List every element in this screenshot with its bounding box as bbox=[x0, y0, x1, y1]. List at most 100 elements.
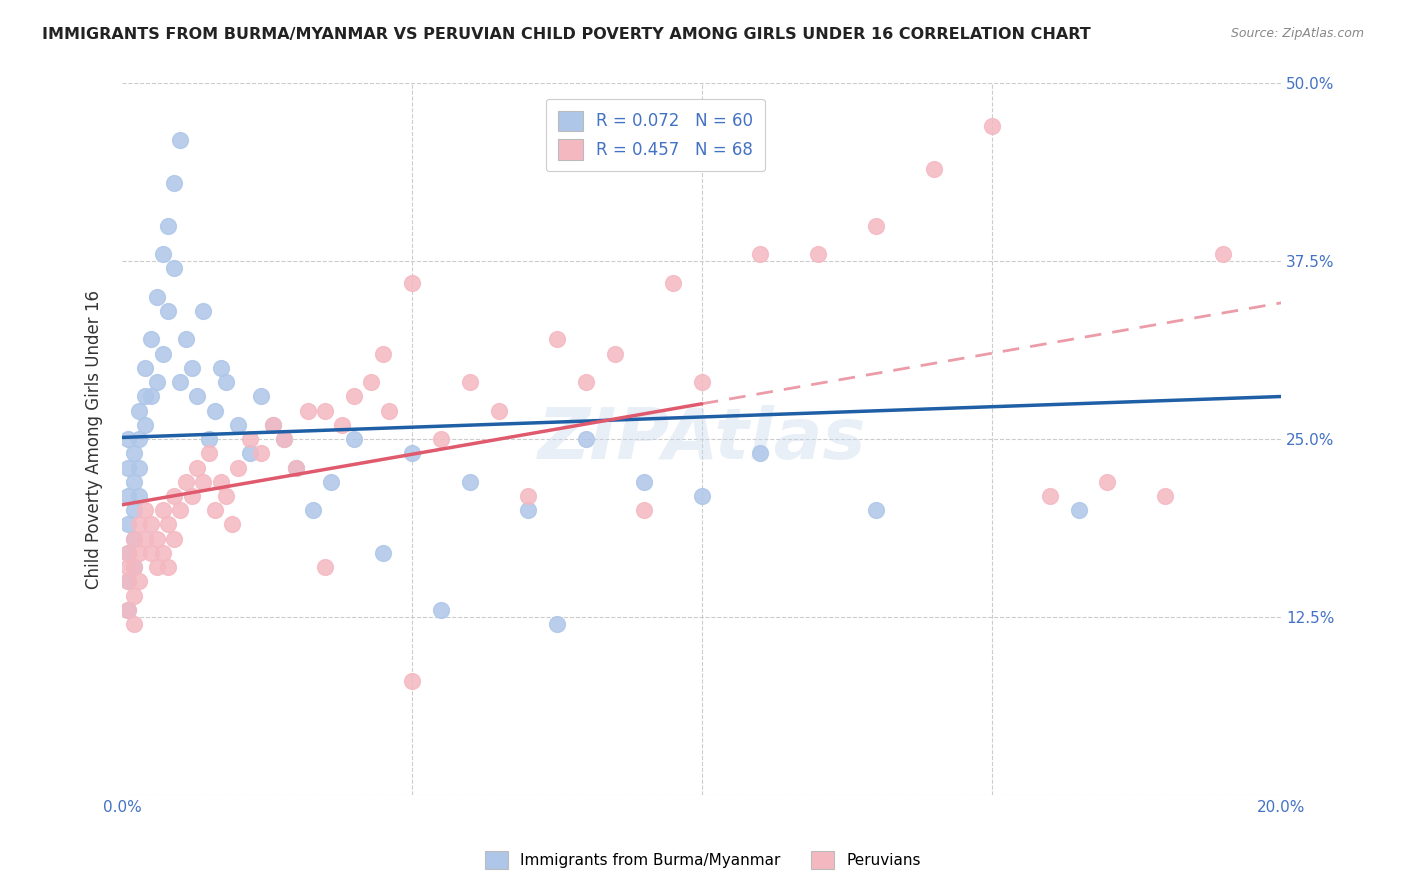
Point bbox=[401, 446, 423, 460]
Point bbox=[134, 503, 156, 517]
Point bbox=[865, 219, 887, 233]
Point bbox=[633, 503, 655, 517]
Point bbox=[209, 360, 232, 375]
Text: Source: ZipAtlas.com: Source: ZipAtlas.com bbox=[1230, 27, 1364, 40]
Point bbox=[117, 546, 139, 560]
Point bbox=[546, 617, 568, 632]
Point bbox=[516, 503, 538, 517]
Point bbox=[748, 446, 770, 460]
Point bbox=[163, 532, 186, 546]
Point bbox=[169, 133, 191, 147]
Point bbox=[157, 304, 180, 318]
Point bbox=[122, 475, 145, 489]
Point bbox=[865, 503, 887, 517]
Point bbox=[250, 389, 273, 403]
Point bbox=[117, 574, 139, 589]
Point bbox=[273, 432, 295, 446]
Point bbox=[980, 119, 1002, 133]
Point bbox=[297, 403, 319, 417]
Point bbox=[122, 503, 145, 517]
Point bbox=[488, 403, 510, 417]
Point bbox=[314, 403, 336, 417]
Point bbox=[198, 432, 221, 446]
Point bbox=[516, 489, 538, 503]
Point bbox=[226, 417, 249, 432]
Point bbox=[302, 503, 325, 517]
Point bbox=[186, 460, 208, 475]
Point bbox=[157, 517, 180, 532]
Point bbox=[174, 333, 197, 347]
Point bbox=[1067, 503, 1090, 517]
Text: IMMIGRANTS FROM BURMA/MYANMAR VS PERUVIAN CHILD POVERTY AMONG GIRLS UNDER 16 COR: IMMIGRANTS FROM BURMA/MYANMAR VS PERUVIA… bbox=[42, 27, 1091, 42]
Point bbox=[117, 560, 139, 574]
Point bbox=[134, 417, 156, 432]
Point bbox=[128, 489, 150, 503]
Point bbox=[239, 446, 262, 460]
Point bbox=[122, 532, 145, 546]
Point bbox=[193, 304, 215, 318]
Point bbox=[371, 347, 394, 361]
Point bbox=[146, 560, 169, 574]
Point bbox=[128, 546, 150, 560]
Point bbox=[1038, 489, 1060, 503]
Point bbox=[690, 489, 713, 503]
Point bbox=[134, 389, 156, 403]
Point bbox=[146, 375, 169, 389]
Point bbox=[343, 389, 366, 403]
Point bbox=[134, 360, 156, 375]
Point bbox=[122, 560, 145, 574]
Text: ZIPAtlas: ZIPAtlas bbox=[537, 405, 866, 474]
Point bbox=[122, 532, 145, 546]
Point bbox=[157, 560, 180, 574]
Point bbox=[134, 532, 156, 546]
Point bbox=[690, 375, 713, 389]
Point bbox=[152, 503, 174, 517]
Point bbox=[128, 432, 150, 446]
Point bbox=[169, 375, 191, 389]
Point bbox=[204, 403, 226, 417]
Point bbox=[1154, 489, 1177, 503]
Point bbox=[401, 673, 423, 688]
Point bbox=[152, 347, 174, 361]
Point bbox=[343, 432, 366, 446]
Point bbox=[128, 403, 150, 417]
Legend: Immigrants from Burma/Myanmar, Peruvians: Immigrants from Burma/Myanmar, Peruvians bbox=[479, 845, 927, 875]
Point bbox=[262, 417, 284, 432]
Point bbox=[284, 460, 307, 475]
Point bbox=[284, 460, 307, 475]
Point bbox=[371, 546, 394, 560]
Point bbox=[122, 589, 145, 603]
Point bbox=[360, 375, 382, 389]
Point bbox=[193, 475, 215, 489]
Point bbox=[273, 432, 295, 446]
Point bbox=[198, 446, 221, 460]
Point bbox=[146, 532, 169, 546]
Point bbox=[117, 460, 139, 475]
Point bbox=[128, 574, 150, 589]
Point bbox=[174, 475, 197, 489]
Point bbox=[377, 403, 399, 417]
Point bbox=[122, 617, 145, 632]
Point bbox=[239, 432, 262, 446]
Point bbox=[603, 347, 626, 361]
Point bbox=[122, 560, 145, 574]
Point bbox=[546, 333, 568, 347]
Y-axis label: Child Poverty Among Girls Under 16: Child Poverty Among Girls Under 16 bbox=[86, 290, 103, 589]
Point bbox=[314, 560, 336, 574]
Point bbox=[186, 389, 208, 403]
Point bbox=[128, 517, 150, 532]
Point bbox=[139, 517, 162, 532]
Point bbox=[180, 360, 202, 375]
Point bbox=[215, 375, 238, 389]
Point bbox=[215, 489, 238, 503]
Point bbox=[633, 475, 655, 489]
Point bbox=[128, 460, 150, 475]
Point bbox=[146, 290, 169, 304]
Point bbox=[117, 603, 139, 617]
Point bbox=[661, 276, 683, 290]
Point bbox=[152, 247, 174, 261]
Point bbox=[139, 546, 162, 560]
Point bbox=[117, 603, 139, 617]
Point bbox=[807, 247, 830, 261]
Point bbox=[319, 475, 342, 489]
